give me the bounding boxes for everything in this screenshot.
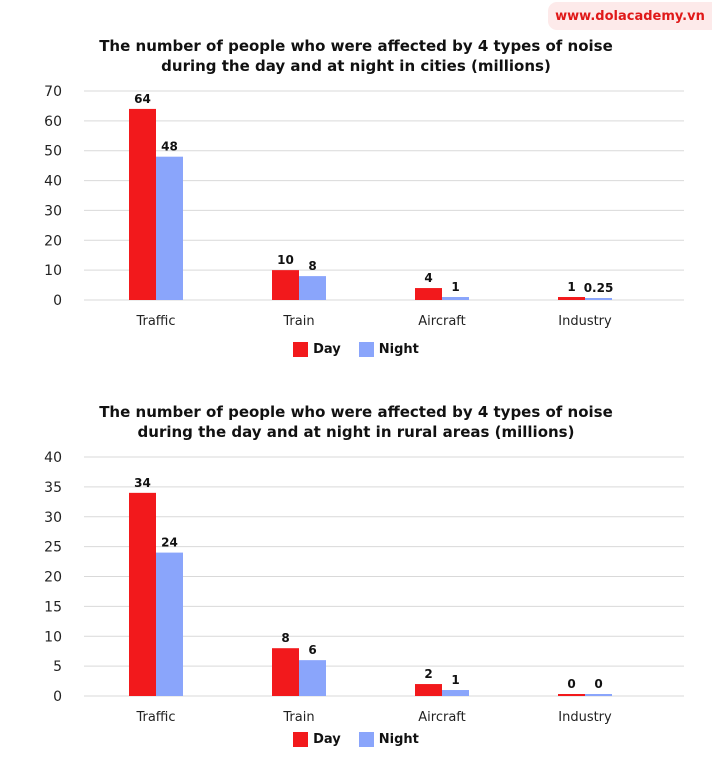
chart-plot-area: 0 5 10 15 20 25 30 35 40 34 24 Traffic 8 6 Train 2 1 Airc… bbox=[44, 450, 684, 725]
chart-legend: Day Night bbox=[0, 732, 712, 747]
chart-title-line-1: The number of people who were affected b… bbox=[99, 403, 613, 421]
legend-label-day: Day bbox=[313, 342, 341, 357]
x-tick-label: Traffic bbox=[135, 710, 175, 725]
x-tick-label: Industry bbox=[558, 710, 612, 725]
x-tick-label: Traffic bbox=[135, 314, 175, 329]
y-tick-label: 10 bbox=[44, 263, 62, 279]
legend-item-night: Night bbox=[358, 342, 419, 357]
bar-night bbox=[442, 690, 469, 696]
bar-day bbox=[129, 108, 156, 301]
data-label: 0 bbox=[594, 677, 602, 691]
legend-swatch-night bbox=[358, 342, 374, 357]
bar-day bbox=[272, 648, 299, 696]
data-label: 0.25 bbox=[584, 281, 614, 295]
bar-night bbox=[442, 297, 469, 300]
data-label: 10 bbox=[277, 253, 294, 267]
y-tick-label: 0 bbox=[53, 293, 62, 309]
bar-night bbox=[299, 276, 326, 300]
chart-rural: The number of people who were affected b… bbox=[0, 398, 712, 758]
y-tick-label: 30 bbox=[44, 203, 62, 219]
legend-label-day: Day bbox=[313, 732, 341, 747]
legend-swatch-day bbox=[293, 732, 309, 747]
legend-label-night: Night bbox=[378, 342, 419, 357]
legend-item-day: Day bbox=[293, 732, 341, 747]
x-tick-label: Industry bbox=[558, 314, 612, 329]
y-tick-label: 35 bbox=[44, 480, 62, 496]
data-label: 1 bbox=[451, 673, 459, 687]
data-label: 4 bbox=[424, 271, 432, 285]
legend-item-day: Day bbox=[293, 342, 341, 357]
chart-title-line-1: The number of people who were affected b… bbox=[99, 37, 613, 55]
bar-day bbox=[272, 270, 299, 300]
y-tick-label: 20 bbox=[44, 233, 62, 249]
y-tick-label: 0 bbox=[53, 689, 62, 705]
data-label: 1 bbox=[567, 280, 575, 294]
bar-day bbox=[129, 492, 156, 696]
bar-day bbox=[415, 684, 442, 696]
x-tick-label: Aircraft bbox=[418, 314, 465, 329]
bar-day bbox=[558, 694, 585, 696]
chart-title: The number of people who were affected b… bbox=[0, 402, 712, 442]
chart-cities: The number of people who were affected b… bbox=[0, 32, 712, 372]
y-tick-label: 5 bbox=[53, 659, 62, 675]
x-tick-label: Train bbox=[282, 710, 314, 725]
data-label: 34 bbox=[134, 476, 151, 490]
data-label: 8 bbox=[281, 631, 289, 645]
y-tick-label: 20 bbox=[44, 570, 62, 586]
data-label: 2 bbox=[424, 667, 432, 681]
x-tick-label: Train bbox=[282, 314, 314, 329]
bar-night bbox=[156, 552, 183, 696]
bar-night bbox=[299, 660, 326, 696]
y-tick-label: 70 bbox=[44, 84, 62, 100]
chart-title-line-2: during the day and at night in rural are… bbox=[137, 423, 575, 441]
legend-swatch-day bbox=[293, 342, 309, 357]
y-tick-label: 40 bbox=[44, 450, 62, 466]
bar-day bbox=[558, 297, 585, 300]
y-tick-label: 50 bbox=[44, 144, 62, 160]
brand-watermark[interactable]: www.dolacademy.vn bbox=[548, 2, 712, 30]
y-tick-label: 60 bbox=[44, 114, 62, 130]
chart-plot-area: 0 10 20 30 40 50 60 70 64 48 Traffic 10 8 Train 4 1 Airc… bbox=[44, 84, 684, 329]
chart-title: The number of people who were affected b… bbox=[0, 36, 712, 76]
data-label: 48 bbox=[161, 140, 178, 154]
chart-legend: Day Night bbox=[0, 342, 712, 357]
x-tick-label: Aircraft bbox=[418, 710, 465, 725]
data-label: 24 bbox=[161, 536, 178, 550]
y-tick-label: 40 bbox=[44, 174, 62, 190]
y-tick-label: 30 bbox=[44, 510, 62, 526]
legend-swatch-night bbox=[358, 732, 374, 747]
data-label: 8 bbox=[308, 259, 316, 273]
y-tick-label: 10 bbox=[44, 629, 62, 645]
data-label: 1 bbox=[451, 280, 459, 294]
data-label: 6 bbox=[308, 643, 316, 657]
data-label: 64 bbox=[134, 92, 151, 106]
bar-night bbox=[585, 694, 612, 696]
bar-night bbox=[585, 298, 612, 300]
legend-item-night: Night bbox=[358, 732, 419, 747]
data-label: 0 bbox=[567, 677, 575, 691]
legend-label-night: Night bbox=[378, 732, 419, 747]
bar-night bbox=[156, 156, 183, 300]
bar-day bbox=[415, 288, 442, 300]
y-tick-label: 15 bbox=[44, 599, 62, 615]
chart-title-line-2: during the day and at night in cities (m… bbox=[161, 57, 551, 75]
y-tick-label: 25 bbox=[44, 540, 62, 556]
